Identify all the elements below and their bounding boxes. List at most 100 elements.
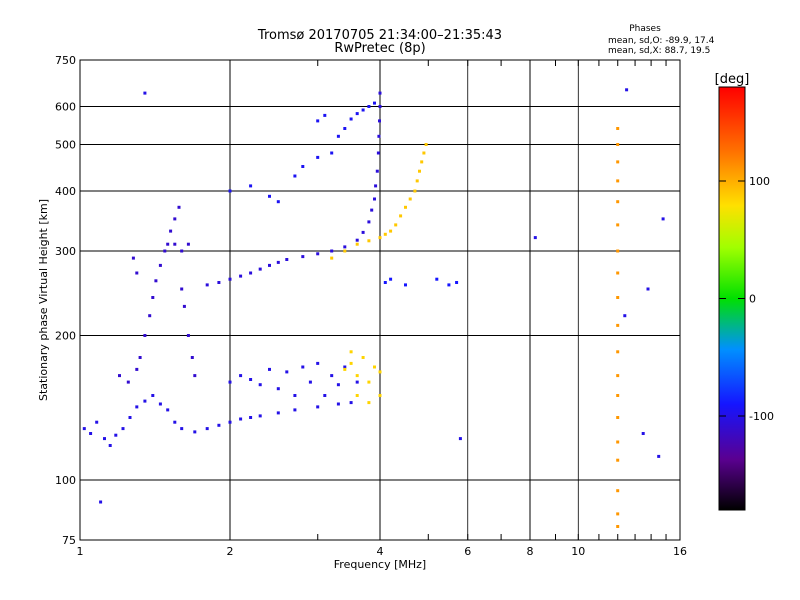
data-point (258, 267, 262, 271)
y-tick-label: 600 (55, 101, 76, 114)
data-point (151, 394, 155, 397)
data-point (154, 279, 158, 283)
y-axis-label: Stationary phase Virtual Height [km] (37, 199, 50, 401)
data-point (193, 430, 197, 434)
data-point (143, 91, 147, 95)
data-point (355, 238, 359, 242)
data-point (82, 427, 86, 431)
data-point (308, 380, 312, 384)
data-point (285, 370, 289, 374)
data-point (143, 399, 147, 403)
data-point (374, 184, 378, 188)
colorbar-tick-label: 100 (749, 175, 770, 188)
data-point (389, 229, 393, 233)
y-tick-label: 75 (62, 534, 76, 547)
data-point (293, 394, 297, 397)
data-point (343, 245, 347, 249)
y-tick-label: 400 (55, 185, 76, 198)
data-point (239, 417, 243, 421)
data-point (435, 277, 439, 281)
data-point (293, 174, 297, 178)
data-point (616, 296, 620, 299)
data-point (151, 296, 155, 299)
data-point (228, 380, 232, 384)
data-point (316, 119, 320, 123)
data-point (616, 525, 620, 528)
data-point (276, 387, 280, 391)
data-point (99, 500, 103, 504)
data-point (404, 205, 407, 209)
data-point (458, 437, 462, 441)
data-point (258, 383, 262, 387)
data-point (367, 105, 371, 108)
x-axis-label: Frequency [MHz] (334, 558, 426, 571)
data-point (418, 169, 421, 173)
data-point (276, 200, 280, 204)
x-tick-label: 8 (527, 545, 534, 558)
y-tick-labels: 75 100 200 300 400 500 600 750 (55, 54, 76, 547)
x-tick-label: 6 (464, 545, 471, 558)
data-point (128, 416, 132, 419)
data-point (249, 184, 253, 188)
data-point (349, 117, 353, 121)
data-point (447, 283, 451, 287)
data-point (173, 217, 177, 221)
data-point (349, 401, 353, 405)
data-point (616, 458, 620, 462)
data-point (228, 189, 232, 193)
data-point (413, 189, 417, 193)
data-point (301, 255, 305, 259)
data-point (336, 402, 340, 406)
data-point (285, 258, 289, 261)
data-point (166, 408, 170, 412)
data-point (616, 200, 620, 204)
data-point (268, 367, 271, 371)
x-tick-label: 2 (227, 545, 234, 558)
data-point (533, 236, 537, 240)
phases-title: Phases (629, 24, 661, 34)
x-tick-labels: 1 2 4 6 8 10 16 (77, 545, 688, 558)
y-tick-label: 200 (55, 330, 76, 343)
data-point (378, 370, 382, 374)
data-point (378, 119, 381, 123)
data-point (180, 427, 184, 431)
data-point (249, 416, 253, 419)
data-point (394, 223, 398, 227)
data-point (276, 260, 280, 264)
data-point (355, 374, 359, 378)
data-point (616, 160, 620, 164)
data-point (268, 194, 271, 198)
data-point (330, 151, 334, 155)
data-point (228, 277, 232, 281)
data-point (173, 420, 177, 424)
data-point (367, 220, 371, 224)
data-point (131, 256, 135, 260)
chart-subtitle: RwPretec (8p) (334, 41, 425, 56)
data-point (420, 160, 424, 164)
data-point (367, 239, 371, 243)
data-point (625, 88, 629, 92)
data-point (103, 437, 106, 441)
data-point (163, 249, 167, 253)
data-point (376, 151, 380, 155)
data-point (330, 374, 334, 378)
data-point (378, 394, 382, 397)
data-point (293, 408, 297, 412)
data-point (143, 334, 147, 337)
data-point (239, 374, 243, 378)
y-tick-label: 750 (55, 54, 76, 67)
data-point (355, 394, 359, 397)
data-point (404, 283, 407, 287)
data-point (355, 380, 359, 384)
colorbar-tick-label: 0 (749, 293, 756, 306)
data-point (186, 334, 190, 337)
data-point (95, 420, 99, 424)
data-point (158, 402, 162, 406)
data-point (343, 365, 347, 369)
data-points (82, 88, 665, 528)
plot-grid (79, 59, 681, 541)
x-tick-label: 4 (377, 545, 384, 558)
data-point (205, 283, 209, 287)
data-point (343, 127, 347, 130)
